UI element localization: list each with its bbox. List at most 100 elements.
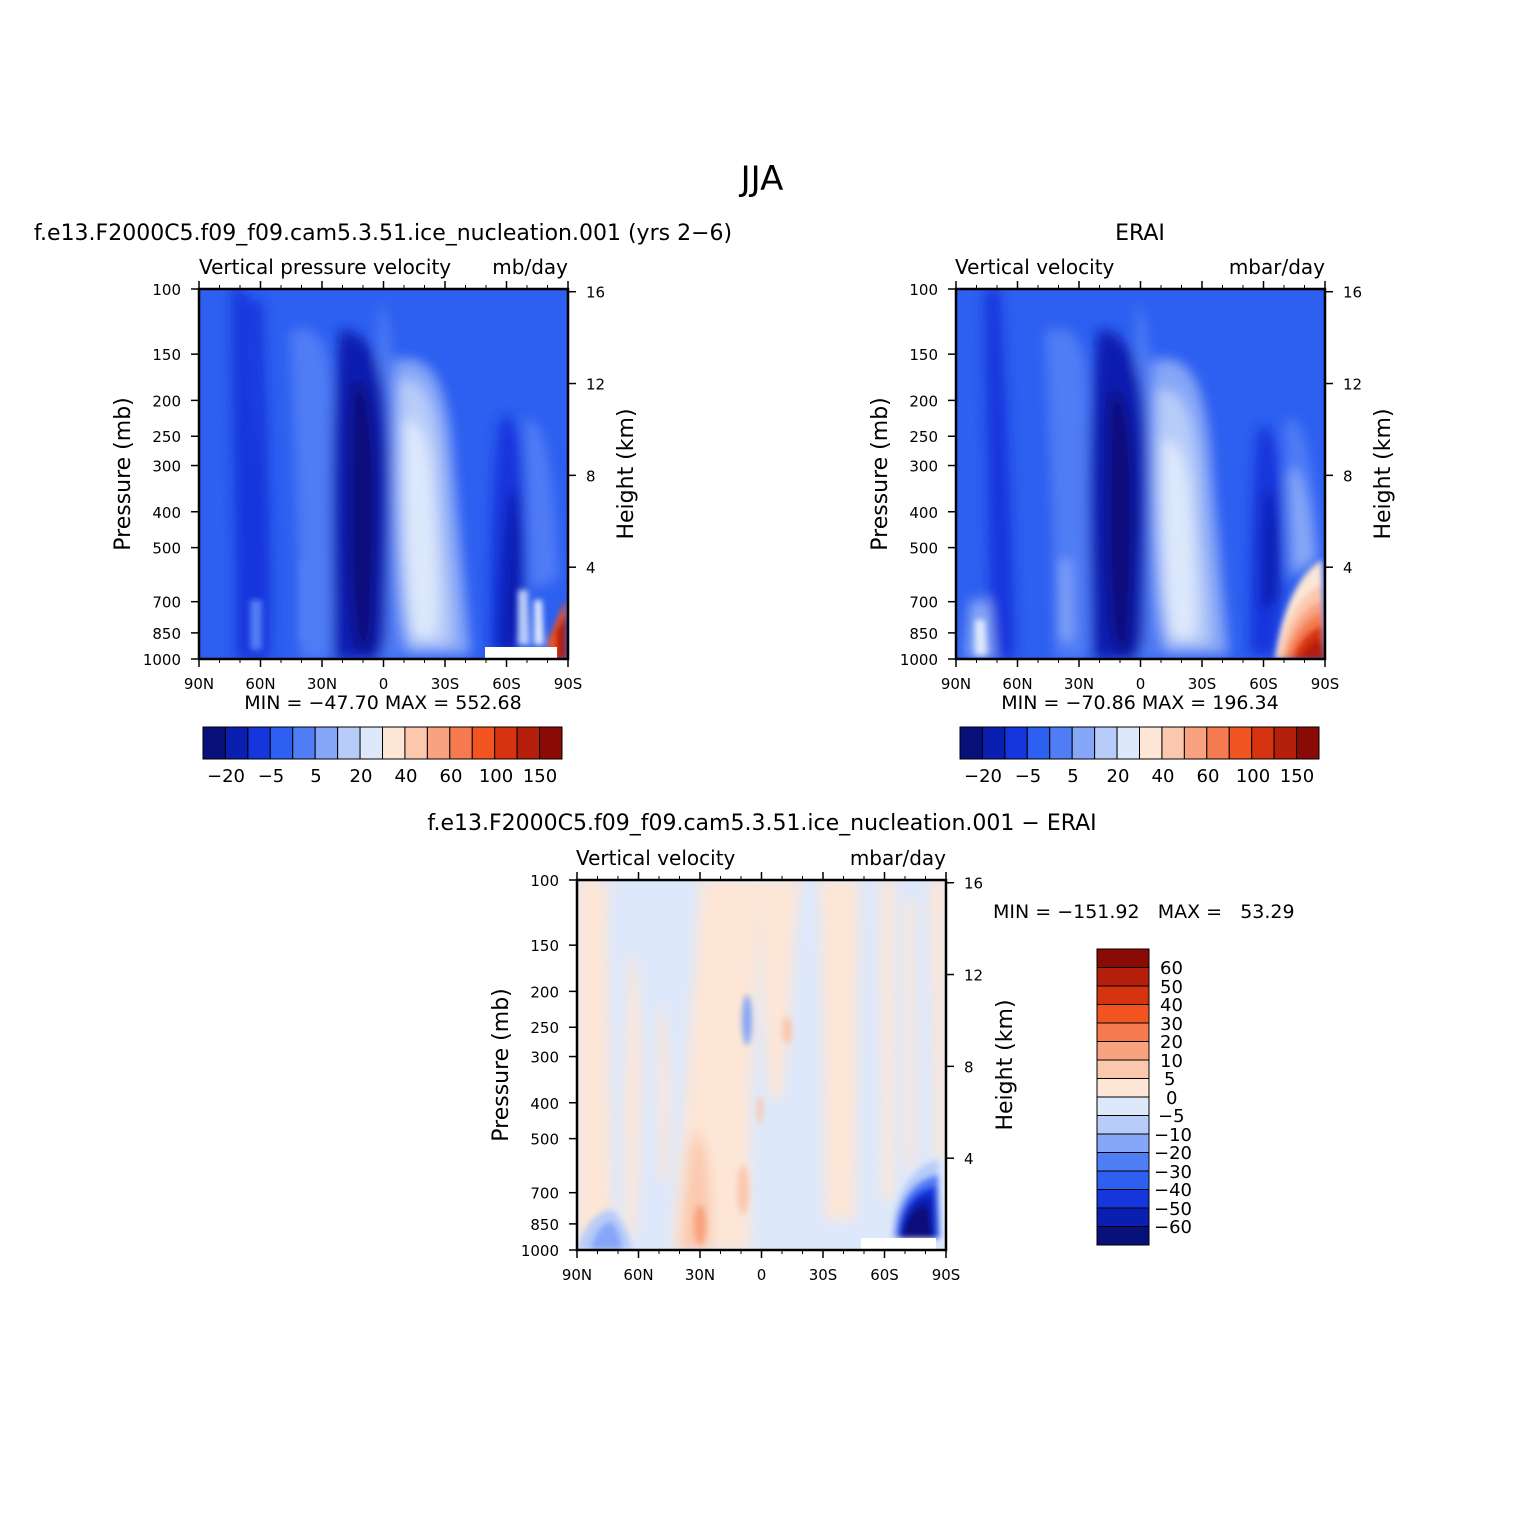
- colorbar-swatch: [449, 726, 473, 760]
- colorbar-swatch: [1273, 726, 1298, 760]
- colorbar-erai-boxes: [959, 726, 1320, 760]
- colorbar-swatch: [471, 726, 496, 760]
- y2-tick-label: 16: [586, 284, 605, 302]
- y-tick-label: 500: [909, 540, 938, 558]
- y-tick-label: 400: [530, 1095, 559, 1113]
- y-tick-label: 700: [909, 594, 938, 612]
- y-tick-label: 300: [909, 458, 938, 476]
- colorbar-diff-label: −50: [1154, 1199, 1192, 1220]
- colorbar-swatch: [1071, 726, 1096, 760]
- colorbar-diff-label: −30: [1154, 1162, 1192, 1183]
- panel-diff-y2label: Height (km): [993, 999, 1018, 1130]
- colorbar-diff-label: 5: [1164, 1069, 1175, 1090]
- colorbar-swatch: [1139, 726, 1163, 760]
- y-tick-label: 850: [909, 625, 938, 643]
- colorbar-swatch: [1096, 1133, 1150, 1153]
- x-tick-label: 0: [1136, 675, 1146, 693]
- x-tick-label: 90N: [184, 675, 214, 693]
- colorbar-diff-label: −40: [1154, 1180, 1192, 1201]
- x-tick-label: 0: [379, 675, 389, 693]
- colorbar-swatch: [981, 726, 1006, 760]
- colorbar-swatch: [1096, 1078, 1150, 1098]
- colorbar-erai-label: −20: [964, 766, 1002, 787]
- colorbar-diff-label: 30: [1160, 1014, 1183, 1035]
- y2-tick-label: 4: [964, 1150, 974, 1168]
- colorbar-swatch: [1096, 1041, 1150, 1061]
- colorbar-diff-label: 40: [1160, 995, 1183, 1016]
- colorbar-model: −20 −5 5 20 40 60 100 150: [202, 726, 563, 787]
- axes-layer: 100150200250300400500700850100016128490N…: [143, 281, 1362, 1284]
- panel-diff-ylabel: Pressure (mb): [489, 988, 514, 1142]
- y2-tick-label: 8: [964, 1058, 974, 1076]
- y-tick-label: 1000: [143, 651, 181, 669]
- colorbar-erai-label: 40: [1152, 766, 1175, 787]
- heatmap-diff: [577, 880, 946, 1250]
- colorbar-diff-labels: 60 50 40 30 20 10 5 0 −5 −10 −20 −30 −40…: [1154, 958, 1192, 1238]
- colorbar-erai-label: 150: [1280, 766, 1314, 787]
- x-tick-label: 90N: [941, 675, 971, 693]
- colorbar-diff-label: −60: [1154, 1217, 1192, 1238]
- panel-erai-y2label: Height (km): [1371, 408, 1396, 539]
- y2-tick-label: 8: [1343, 467, 1353, 485]
- panel-erai: ERAI Vertical velocity mbar/day: [868, 221, 1396, 787]
- axes-erai: 100 150 200 250 300 400 500 700 850 1000 16 12 8 4 90N…: [900, 281, 1362, 693]
- colorbar-swatch: [1161, 726, 1185, 760]
- colorbar-diff: 60 50 40 30 20 10 5 0 −5 −10 −20 −30 −40…: [1096, 948, 1192, 1246]
- y-tick-label: 150: [152, 346, 181, 364]
- colorbar-swatch: [1206, 726, 1230, 760]
- colorbar-swatch: [494, 726, 518, 760]
- x-tick-label: 60N: [245, 675, 275, 693]
- colorbar-swatch: [1096, 1226, 1150, 1246]
- y2-tick-label: 12: [964, 967, 983, 985]
- colorbar-model-label: −5: [258, 766, 285, 787]
- x-tick-label: 0: [757, 1266, 767, 1284]
- panel-erai-left-label: Vertical velocity: [955, 255, 1115, 279]
- y-tick-label: 100: [530, 872, 559, 890]
- colorbar-swatch: [1049, 726, 1073, 760]
- colorbar-swatch: [359, 726, 383, 760]
- colorbar-swatch: [269, 726, 294, 760]
- colorbar-model-label: 100: [479, 766, 513, 787]
- colorbar-erai-labels: −20 −5 5 20 40 60 100 150: [964, 766, 1314, 787]
- x-tick-label: 30N: [1064, 675, 1094, 693]
- colorbar-diff-label: 10: [1160, 1051, 1183, 1072]
- x-tick-label: 60N: [1002, 675, 1032, 693]
- y-tick-label: 400: [152, 504, 181, 522]
- y-tick-label: 850: [530, 1216, 559, 1234]
- panel-erai-title: ERAI: [1115, 221, 1165, 246]
- colorbar-erai-label: 5: [1067, 766, 1078, 787]
- x-tick-label: 90S: [554, 675, 583, 693]
- colorbar-swatch: [1116, 726, 1140, 760]
- colorbar-swatch: [337, 726, 361, 760]
- y2-tick-label: 4: [1343, 559, 1353, 577]
- panel-model: f.e13.F2000C5.f09_f09.cam5.3.51.ice_nucl…: [34, 221, 732, 787]
- colorbar-diff-label: −10: [1154, 1125, 1192, 1146]
- y-tick-label: 400: [909, 504, 938, 522]
- y-tick-label: 300: [530, 1049, 559, 1067]
- colorbar-diff-label: 60: [1160, 958, 1183, 979]
- y2-tick-label: 12: [1343, 376, 1362, 394]
- y-tick-label: 200: [530, 983, 559, 1001]
- y2-tick-label: 16: [964, 875, 983, 893]
- colorbar-model-boxes: [202, 726, 563, 760]
- y-tick-label: 1000: [900, 651, 938, 669]
- colorbar-swatch: [1096, 1207, 1150, 1227]
- x-tick-label: 90N: [562, 1266, 592, 1284]
- heatmap-erai: [956, 289, 1325, 659]
- colorbar-erai-label: 20: [1107, 766, 1130, 787]
- colorbar-diff-label: 50: [1160, 977, 1183, 998]
- panel-model-y2label: Height (km): [614, 408, 639, 539]
- colorbar-erai-label: −5: [1015, 766, 1042, 787]
- x-tick-label: 90S: [1311, 675, 1340, 693]
- colorbar-swatch: [1251, 726, 1275, 760]
- colorbar-swatch: [959, 726, 983, 760]
- panel-diff-title: f.e13.F2000C5.f09_f09.cam5.3.51.ice_nucl…: [427, 811, 1096, 836]
- x-tick-label: 30S: [431, 675, 460, 693]
- y-tick-label: 150: [530, 937, 559, 955]
- colorbar-model-label: 150: [523, 766, 557, 787]
- colorbar-swatch: [1094, 726, 1118, 760]
- colorbar-erai-label: 60: [1197, 766, 1220, 787]
- colorbar-swatch: [1096, 985, 1150, 1005]
- y2-tick-label: 12: [586, 376, 605, 394]
